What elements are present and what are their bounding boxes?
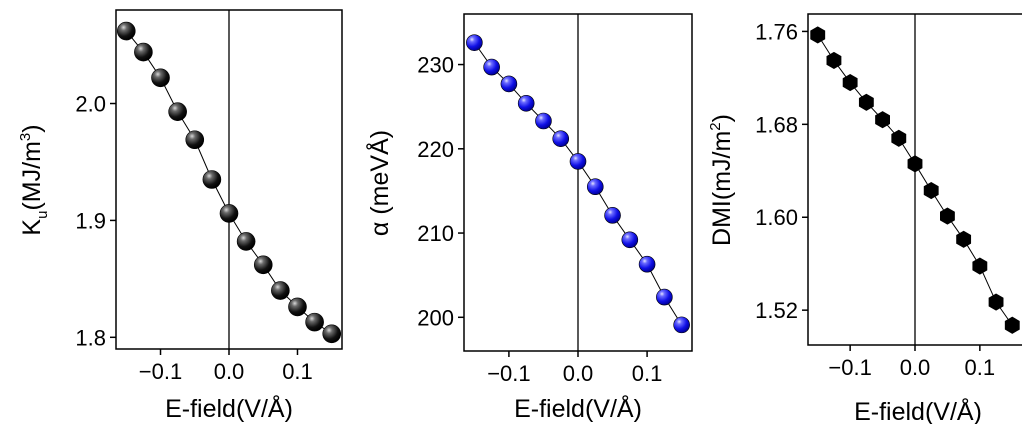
dmi-x-tick-label: −0.1 bbox=[828, 355, 871, 380]
dmi-y-tick-label: 1.76 bbox=[755, 19, 798, 44]
alpha-data-point bbox=[656, 288, 673, 306]
alpha-data-point bbox=[535, 112, 552, 130]
ku-data-point bbox=[322, 324, 342, 344]
ku-x-tick-label: −0.1 bbox=[139, 359, 182, 384]
ku-data-point bbox=[219, 204, 239, 223]
alpha-data-point bbox=[552, 130, 570, 147]
alpha-data-point bbox=[466, 34, 483, 51]
alpha-axes-frame bbox=[463, 13, 693, 352]
alpha-y-axis-label: α (meVÅ) bbox=[364, 130, 394, 236]
alpha-data-point bbox=[586, 178, 604, 196]
alpha-y-tick-label: 200 bbox=[417, 305, 454, 330]
dmi-data-point bbox=[988, 293, 1004, 311]
dmi-x-tick-label: 0.0 bbox=[900, 355, 931, 380]
ku-x-tick-label: 0.1 bbox=[282, 359, 313, 384]
ku-data-point bbox=[202, 170, 222, 189]
dmi-data-point bbox=[923, 181, 939, 200]
ku-data-point bbox=[271, 281, 290, 300]
ku-y-axis-label: Ku(MJ/m3) bbox=[17, 124, 51, 235]
ku-data-point bbox=[236, 232, 256, 251]
alpha-data-point bbox=[673, 316, 690, 334]
dmi-data-point bbox=[940, 207, 955, 225]
ku-data-point bbox=[134, 42, 153, 62]
dmi-y-tick-label: 1.52 bbox=[755, 298, 798, 323]
alpha-data-point bbox=[569, 153, 587, 170]
dmi-data-point bbox=[956, 230, 972, 248]
ku-plot-area: −0.1 0.0 0.1 1.8 1.9 2.0 bbox=[75, 9, 343, 384]
alpha-data-point bbox=[638, 255, 656, 273]
ku-x-axis-label: E-field(V/Å) bbox=[165, 393, 293, 423]
ku-data-point bbox=[288, 297, 307, 317]
alpha-data-point bbox=[483, 58, 500, 76]
alpha-x-tick-label: −0.1 bbox=[487, 361, 530, 386]
ku-axes-frame bbox=[115, 9, 343, 350]
alpha-data-point bbox=[500, 75, 518, 93]
dmi-y-tick-label: 1.68 bbox=[755, 112, 798, 137]
ku-data-point bbox=[305, 312, 324, 332]
panel-ku: −0.1 0.0 0.1 1.8 1.9 2.0 Ku(MJ/m3) E-field(V/… bbox=[17, 9, 343, 423]
alpha-data-point bbox=[621, 231, 639, 249]
alpha-y-tick-label: 210 bbox=[417, 221, 454, 246]
alpha-x-tick-label: 0.1 bbox=[632, 361, 663, 386]
ku-data-point bbox=[253, 255, 273, 275]
dmi-x-axis-label: E-field(V/Å) bbox=[854, 396, 982, 424]
ku-x-tick-label: 0.0 bbox=[214, 359, 245, 384]
alpha-x-tick-label: 0.0 bbox=[563, 361, 594, 386]
dmi-x-tick-label: 0.1 bbox=[965, 355, 996, 380]
dmi-y-axis-label: DMI(mJ/m2) bbox=[707, 114, 736, 246]
dmi-data-point bbox=[1004, 316, 1020, 334]
panel-alpha: −0.1 0.0 0.1 200 210 220 230 α (meVÅ) E-field(… bbox=[364, 13, 693, 423]
dmi-data-point bbox=[875, 111, 890, 129]
dmi-plot-area: −0.1 0.0 0.1 1.52 1.60 1.68 1.76 bbox=[755, 13, 1022, 380]
dmi-data-point bbox=[858, 93, 874, 111]
ku-data-point bbox=[185, 130, 205, 150]
ku-data-point bbox=[116, 21, 136, 41]
dmi-y-tick-label: 1.60 bbox=[755, 205, 798, 230]
alpha-plot-area: −0.1 0.0 0.1 200 210 220 230 bbox=[417, 13, 693, 386]
ku-y-tick-label: 1.8 bbox=[75, 325, 106, 350]
alpha-data-point bbox=[604, 207, 621, 224]
alpha-y-tick-label: 230 bbox=[417, 53, 454, 78]
panel-dmi: −0.1 0.0 0.1 1.52 1.60 1.68 1.76 DMI(mJ/m2) E-… bbox=[707, 13, 1022, 424]
dmi-data-point bbox=[907, 155, 923, 173]
alpha-x-axis-label: E-field(V/Å) bbox=[514, 393, 642, 423]
dmi-data-point bbox=[810, 26, 826, 44]
dmi-data-point bbox=[826, 51, 842, 70]
dmi-data-point bbox=[842, 73, 858, 92]
ku-y-tick-label: 2.0 bbox=[75, 92, 106, 117]
dmi-data-point bbox=[972, 257, 988, 275]
alpha-y-tick-label: 220 bbox=[417, 137, 454, 162]
ku-data-point bbox=[151, 68, 170, 88]
dmi-data-point bbox=[891, 129, 907, 147]
alpha-data-point bbox=[517, 95, 535, 112]
ku-data-point bbox=[168, 102, 187, 121]
ku-y-tick-label: 1.9 bbox=[75, 208, 106, 233]
